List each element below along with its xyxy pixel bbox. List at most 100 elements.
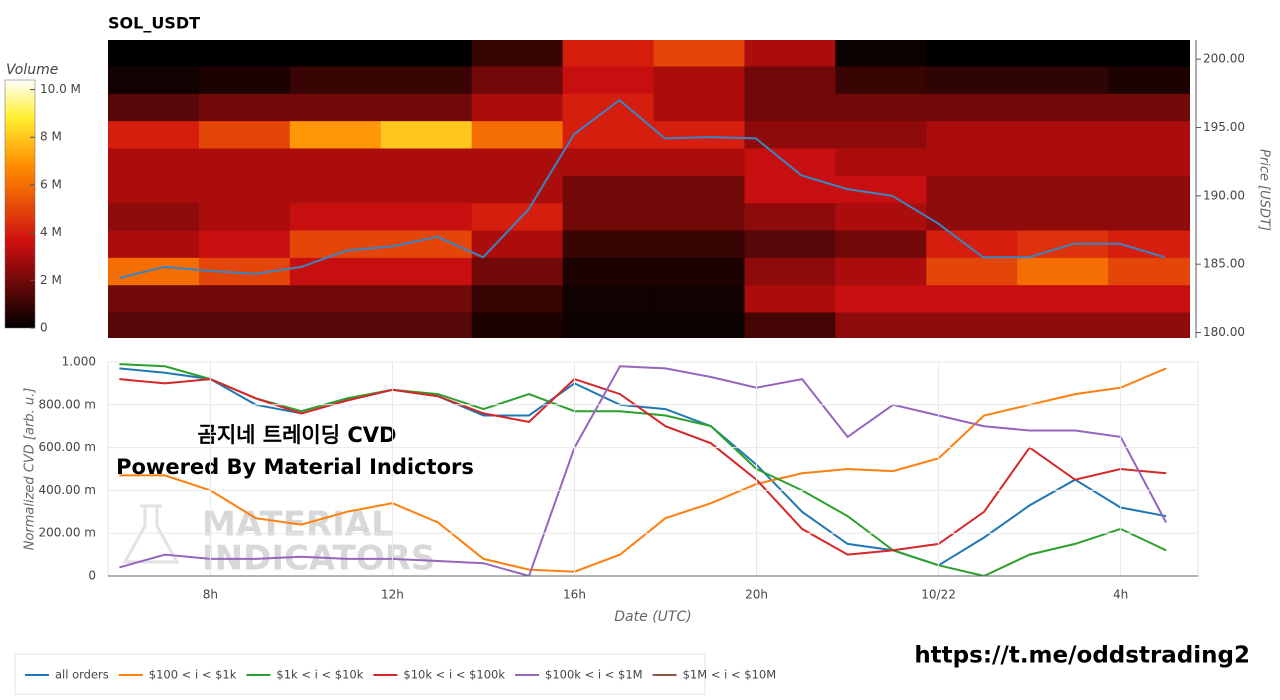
cvd-lines [119,363,1167,576]
heat-cell [562,257,655,286]
y-tick-label: 0 [88,569,96,583]
legend-label: $100k < i < $1M [545,668,643,682]
heat-cell [1108,65,1190,94]
cvd-line [119,363,1167,576]
heat-cell [108,40,200,67]
annotation: Powered By Material Indictors [116,455,474,479]
heat-cell [653,284,745,313]
heat-cell [926,93,1018,122]
heat-cell [471,93,564,122]
annotation: 곰지네 트레이딩 CVD [198,423,397,447]
heat-cell [108,175,200,204]
heat-cell [289,230,382,258]
heat-cell [108,202,200,231]
heat-cell [198,93,291,122]
heat-cell [653,175,745,204]
heat-cell [1017,40,1109,67]
heat-cell [198,147,291,176]
legend-label: $10k < i < $100k [403,668,505,682]
heat-cell [471,120,564,149]
watermark-logo [122,504,180,564]
y-tick-label: 200.00 m [39,526,97,540]
cvd-line [119,365,1167,576]
heat-cell [471,40,564,67]
heat-cell [562,230,655,258]
heat-cell [289,175,382,204]
heat-cell [653,257,745,286]
heat-cell [289,93,382,122]
heat-cell [108,284,200,313]
heat-cell [744,257,836,286]
x-tick-label: 16h [563,588,586,602]
cvd-line [119,367,1167,573]
heat-cell [380,230,473,258]
heat-cell [108,312,200,338]
heat-cell [653,202,745,231]
x-tick-label: 12h [381,588,404,602]
heat-cell [562,147,655,176]
y-tick-label: 180.00 [1203,325,1245,339]
heat-cell [926,147,1018,176]
heat-cell [108,230,200,258]
heat-cell [653,93,745,122]
heat-cell [1017,202,1109,231]
chart-title: SOL_USDT [108,14,200,33]
heat-cell [835,65,927,94]
heat-cell [1017,284,1109,313]
heat-cell [1108,257,1190,286]
heat-cell [926,312,1018,338]
heat-cell [744,120,836,149]
legend-label: $100 < i < $1k [149,668,237,682]
legend-label: all orders [55,668,109,682]
heat-cell [471,284,564,313]
heat-cell [289,40,382,67]
heat-cell [380,202,473,231]
x-tick-label: 10/22 [921,588,956,602]
heat-cell [1017,312,1109,338]
heat-cell [380,284,473,313]
heat-cell [562,120,655,149]
y-axis-label: Price [USDT] [1257,149,1272,231]
colorbar-tick-label: 6 M [40,177,62,191]
heat-cell [1017,120,1109,149]
cvd-plot [107,361,1199,577]
heat-cell [653,65,745,94]
heat-cell [1108,284,1190,313]
heat-cell [108,93,200,122]
heat-cell [471,65,564,94]
heat-cell [1108,202,1190,231]
heat-cell [562,202,655,231]
heat-cell [744,40,836,67]
heat-cell [744,93,836,122]
heat-cell [198,120,291,149]
heat-cell [108,257,200,286]
heat-cell [289,147,382,176]
heat-cell [926,40,1018,67]
heat-cell [471,147,564,176]
colorbar-tick-label: 2 M [40,273,62,287]
heat-cell [380,147,473,176]
y-tick-label: 190.00 [1203,188,1245,202]
x-tick-label: 4h [1113,588,1128,602]
heat-cell [471,257,564,286]
heat-cell [1108,40,1190,67]
heat-cell [653,147,745,176]
heat-cell [1108,93,1190,122]
heat-cell [380,175,473,204]
legend-label: $1M < i < $10M [683,668,777,682]
heat-cell [744,230,836,258]
heat-cell [380,65,473,94]
heat-cell [926,230,1018,258]
heat-cell [926,284,1018,313]
colorbar-tick-label: 0 [40,321,48,335]
y-tick-label: 200.00 [1203,52,1245,66]
heat-cell [289,312,382,338]
heat-cell [926,65,1018,94]
footer-link[interactable]: https://t.me/oddstrading2 [914,643,1250,669]
heat-cell [835,40,927,67]
cvd-line [119,367,1167,567]
y-tick-label: 400.00 m [39,483,97,497]
colorbar-tick-label: 10.0 M [40,82,81,96]
heat-cell [562,284,655,313]
